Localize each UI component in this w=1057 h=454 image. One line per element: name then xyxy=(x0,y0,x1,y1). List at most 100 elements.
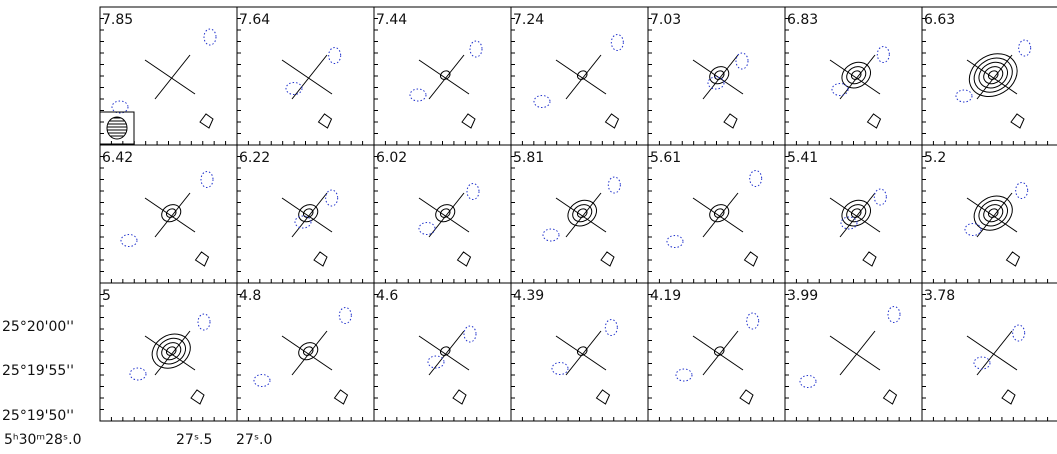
contour xyxy=(165,208,177,218)
cross xyxy=(154,330,191,376)
contour xyxy=(841,199,872,227)
y-axis-label: 25°20'00'' xyxy=(2,319,74,335)
cross xyxy=(692,335,744,371)
cross xyxy=(555,335,607,371)
panel: 7.03 xyxy=(647,6,786,146)
cross xyxy=(702,54,739,100)
neg-contour xyxy=(203,28,217,46)
contour xyxy=(161,342,182,361)
contour xyxy=(199,113,214,129)
contour xyxy=(1010,113,1025,129)
contour xyxy=(190,389,205,405)
neg-contour xyxy=(542,228,560,242)
contour xyxy=(850,208,862,218)
neg-contour xyxy=(129,367,147,381)
neg-contour xyxy=(831,83,849,96)
channel-velocity: 7.64 xyxy=(239,12,270,28)
cross xyxy=(829,197,881,233)
channel-velocity: 7.85 xyxy=(102,12,133,28)
neg-contour xyxy=(325,189,339,207)
neg-contour xyxy=(1018,39,1032,57)
panel: 5 xyxy=(99,282,238,422)
contour xyxy=(567,199,598,227)
cross xyxy=(702,330,739,376)
neg-contour xyxy=(409,88,427,102)
channel-velocity: 5.2 xyxy=(924,150,946,166)
contour xyxy=(713,70,725,80)
contour xyxy=(709,66,730,85)
neg-contour xyxy=(887,306,901,323)
neg-contour xyxy=(200,171,214,188)
contour xyxy=(333,389,349,405)
panel: 4.6 xyxy=(373,282,512,422)
contour xyxy=(604,113,620,129)
neg-contour xyxy=(469,40,483,58)
cross xyxy=(565,192,602,238)
contour xyxy=(973,195,1013,231)
contour xyxy=(576,208,588,218)
panel: 7.64 xyxy=(236,6,375,146)
contour xyxy=(439,208,451,218)
contour xyxy=(151,333,191,369)
contour xyxy=(194,251,210,267)
cross xyxy=(829,335,881,371)
neg-contour xyxy=(735,52,749,70)
contour xyxy=(435,204,456,223)
neg-contour xyxy=(607,176,621,194)
contour xyxy=(302,346,314,356)
cross xyxy=(565,330,602,376)
neg-contour xyxy=(876,46,890,63)
panel: 6.63 xyxy=(921,6,1057,146)
x-axis-label: 27ˢ.0 xyxy=(236,432,272,448)
cross xyxy=(555,197,607,233)
contour xyxy=(161,204,182,223)
neg-contour xyxy=(873,188,887,206)
neg-contour xyxy=(964,223,982,236)
neg-contour xyxy=(427,355,445,369)
cross xyxy=(428,54,465,100)
panel: 7.24 xyxy=(510,6,649,146)
contour xyxy=(439,346,451,356)
contour xyxy=(743,251,759,267)
cross xyxy=(976,330,1013,376)
panel: 6.02 xyxy=(373,144,512,284)
cross xyxy=(976,192,1013,238)
contour xyxy=(983,204,1004,223)
contour xyxy=(317,113,333,129)
cross xyxy=(281,59,333,95)
channel-velocity: 7.24 xyxy=(513,12,544,28)
panel: 5.2 xyxy=(921,144,1057,284)
panel: 4.19 xyxy=(647,282,786,422)
contour xyxy=(882,389,898,405)
contour xyxy=(713,346,725,356)
cross xyxy=(839,54,876,100)
neg-contour xyxy=(294,215,312,229)
neg-contour xyxy=(551,362,569,375)
channel-velocity: 4.39 xyxy=(513,288,544,304)
cross xyxy=(144,59,196,95)
panel: 5.41 xyxy=(784,144,923,284)
contour xyxy=(973,57,1013,93)
contour xyxy=(1005,251,1021,267)
contour xyxy=(298,342,319,361)
cross xyxy=(281,335,333,371)
neg-contour xyxy=(840,216,858,230)
panel: 4.8 xyxy=(236,282,375,422)
contour xyxy=(313,251,328,267)
neg-contour xyxy=(197,313,211,331)
contour xyxy=(439,70,451,80)
cross xyxy=(291,330,328,376)
cross xyxy=(144,335,196,371)
contour xyxy=(713,208,725,218)
channel-velocity: 4.19 xyxy=(650,288,681,304)
cross xyxy=(418,197,470,233)
contour xyxy=(165,346,177,356)
panel: 5.61 xyxy=(647,144,786,284)
contour xyxy=(978,199,1009,227)
channel-velocity: 7.44 xyxy=(376,12,407,28)
neg-contour xyxy=(466,183,480,200)
neg-contour xyxy=(533,95,551,108)
channel-velocity: 6.83 xyxy=(787,12,818,28)
contour xyxy=(572,204,593,223)
